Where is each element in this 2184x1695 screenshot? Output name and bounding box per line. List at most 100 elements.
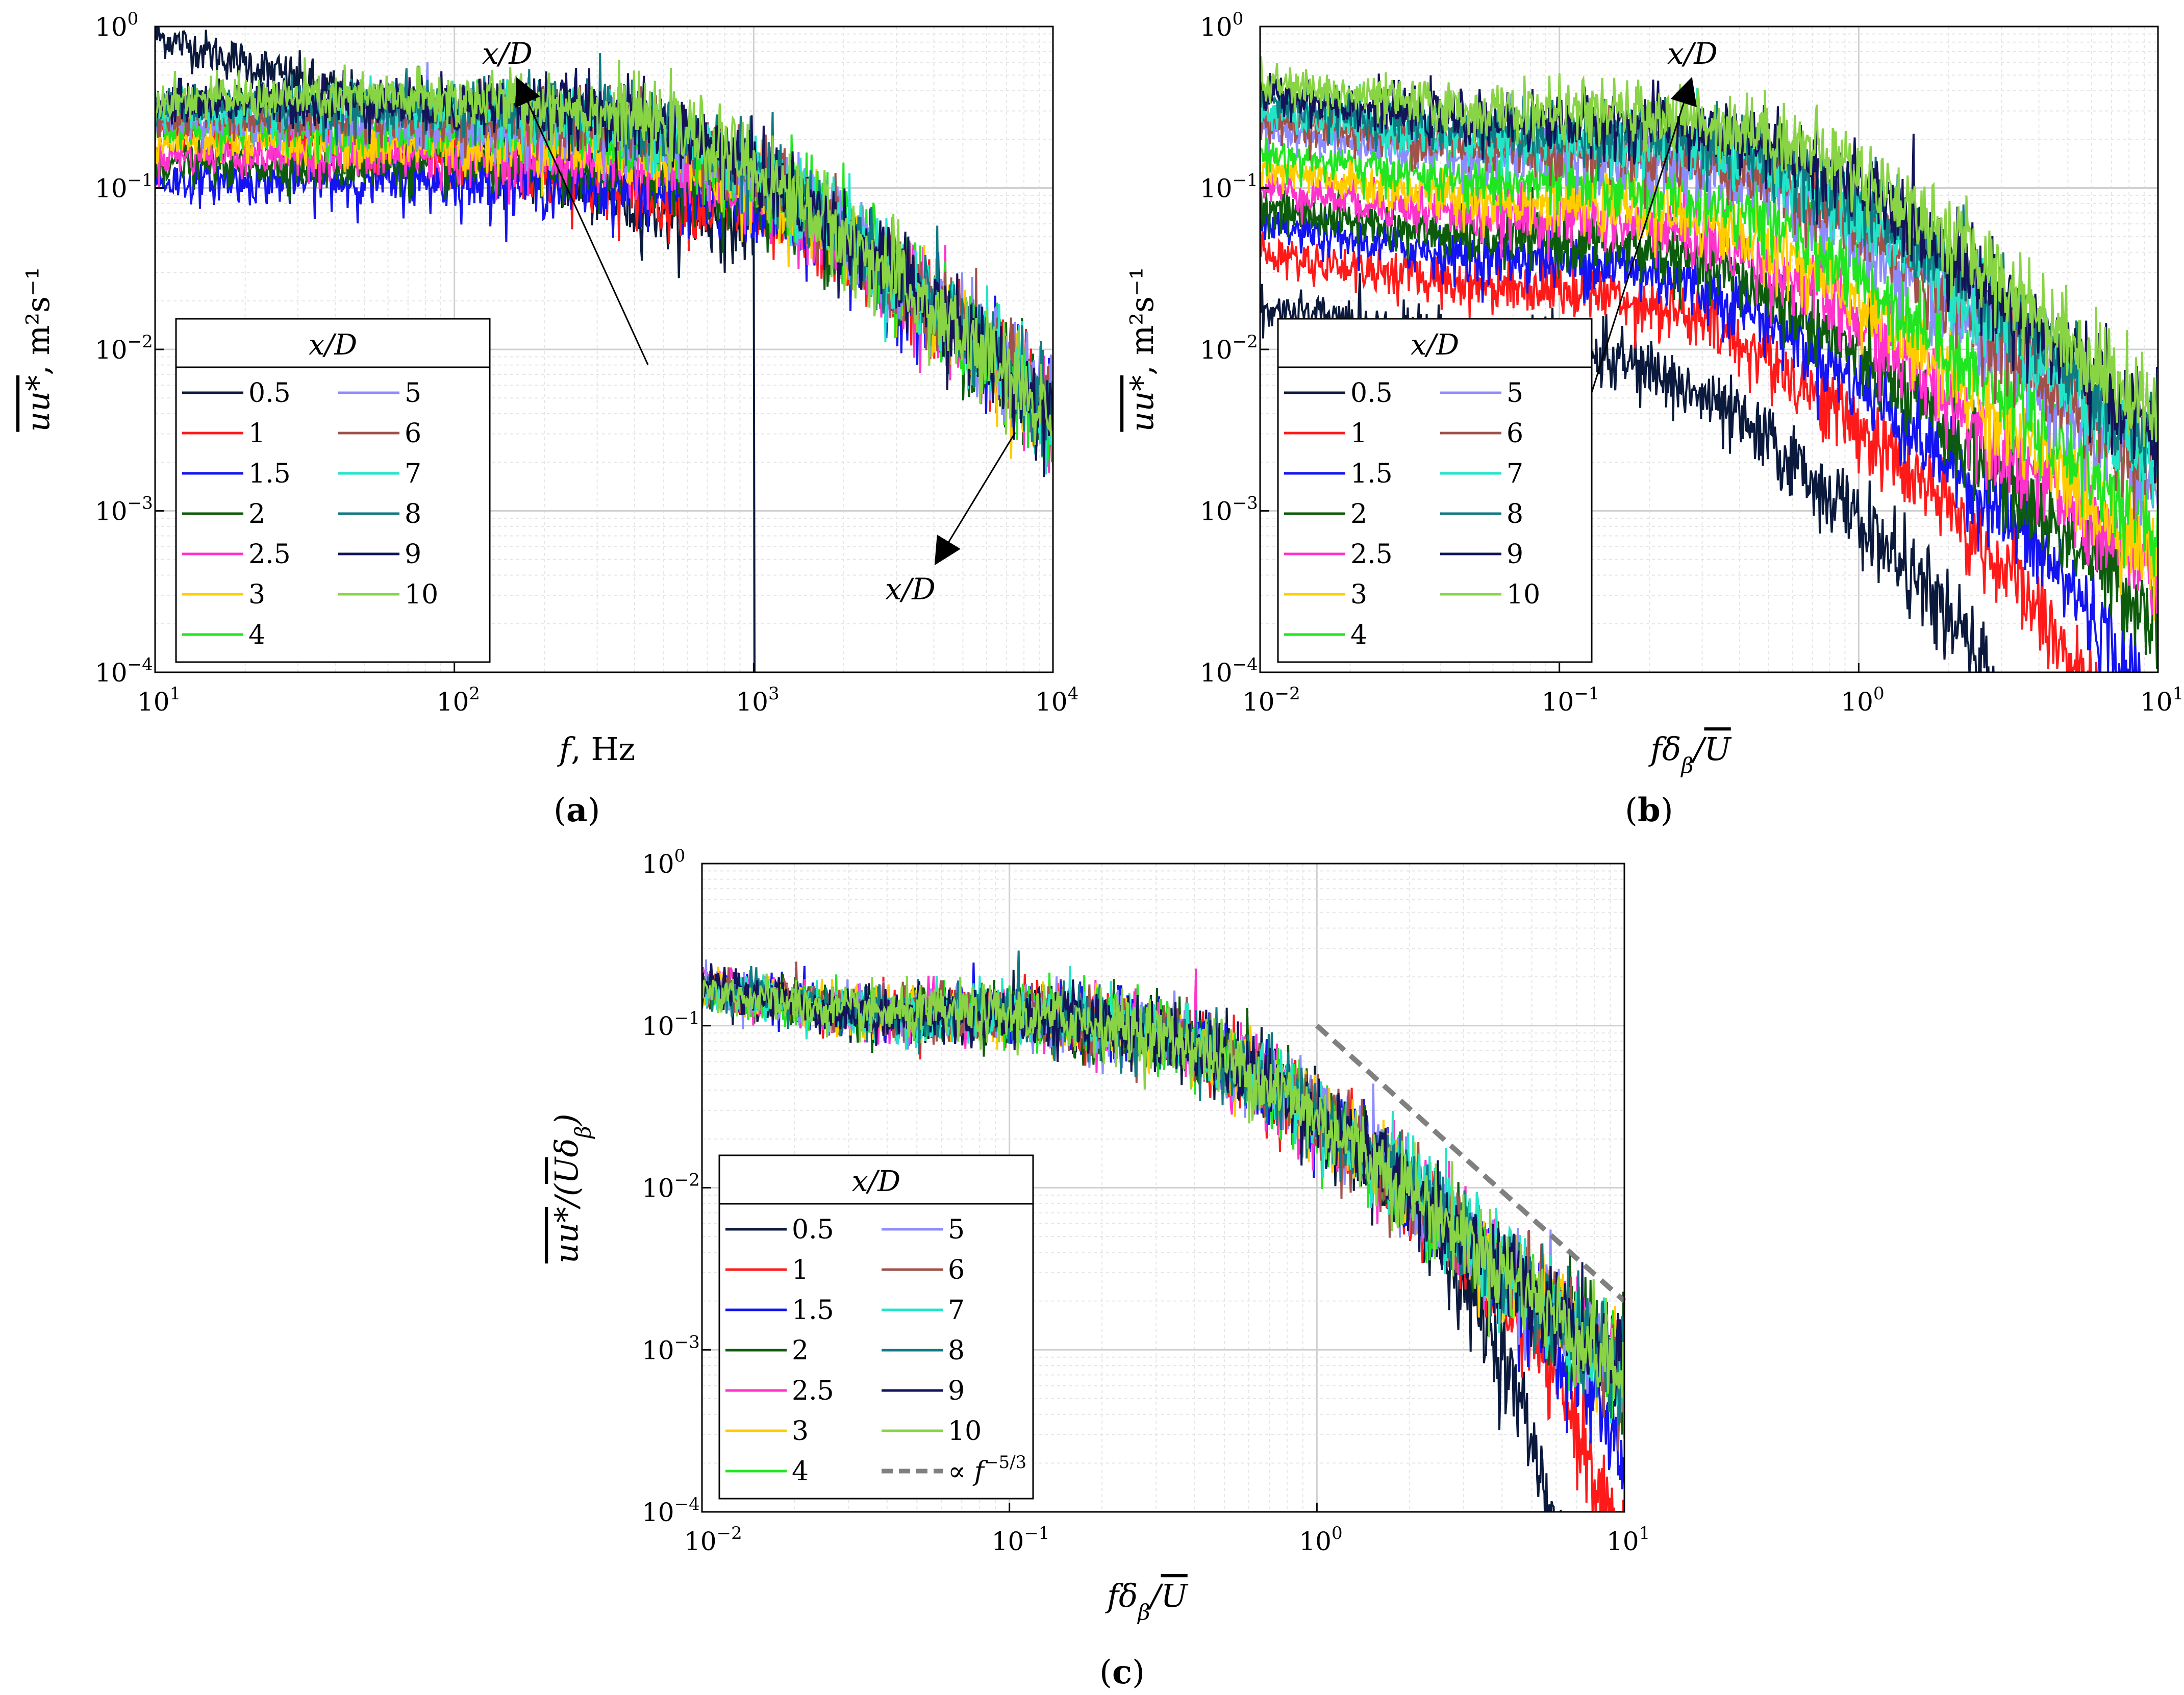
x-tick-label: 103 [736, 684, 779, 717]
y-tick-label: 10−3 [1200, 493, 1258, 526]
panel-c: 10−2 10−1 100 101 100 10−1 10−2 10−3 10−4 fδβ/U… [548, 846, 1650, 1691]
y-tick-label: 10−4 [95, 654, 153, 688]
legend-title: x/D [852, 1165, 900, 1198]
panel-b-arrow [1588, 77, 1697, 401]
legend-label-10: 10 [948, 1416, 982, 1447]
panel-c-legend: x/D 0.5 1 1.5 2 2.5 3 4 5 6 7 8 9 10 ∝ f−5/3 [718, 1154, 1034, 1500]
panel-a-yticks: 100 10−1 10−2 10−3 10−4 [95, 9, 164, 688]
legend-label-reference: ∝ f−5/3 [948, 1452, 1026, 1487]
panel-a-curves [155, 27, 1053, 672]
legend-label-4: 4 [1350, 620, 1367, 650]
y-tick-label: 10−4 [1200, 654, 1258, 688]
panel-b-ylabel: uu*, m²s⁻¹ [1123, 267, 1161, 432]
legend-label-5: 5 [948, 1215, 965, 1245]
legend-label-9: 9 [1507, 539, 1523, 570]
panel-b-curves [1260, 56, 2158, 672]
legend-label-0.5: 0.5 [248, 378, 291, 409]
panel-a-arrow-down [934, 432, 1016, 566]
svg-text:uu*/(Uδβ): uu*/(Uδβ) [548, 1114, 595, 1263]
y-tick-label: 10−1 [642, 1008, 700, 1041]
legend-label-3: 3 [1350, 579, 1367, 610]
panel-b-xlabel: fδβ/U [1648, 730, 1731, 778]
legend-label-2.5: 2.5 [248, 539, 291, 570]
y-tick-label: 100 [95, 9, 138, 42]
x-tick-label: 10−2 [1242, 684, 1300, 717]
legend-label-7: 7 [405, 459, 421, 489]
legend-label-2.5: 2.5 [792, 1376, 834, 1406]
legend-label-3: 3 [792, 1416, 809, 1447]
legend-label-10: 10 [405, 579, 438, 610]
legend-label-8: 8 [948, 1335, 965, 1366]
panel-c-xticks: 10−2 10−1 100 101 [684, 1503, 1650, 1556]
panel-b-legend: x/D 0.5 1 1.5 2 2.5 3 4 5 6 7 8 9 10 [1277, 318, 1593, 663]
y-tick-label: 10−3 [642, 1332, 700, 1365]
legend-title: x/D [309, 328, 357, 362]
x-tick-label: 101 [2140, 684, 2183, 717]
legend-label-3: 3 [248, 579, 265, 610]
legend-label-10: 10 [1507, 579, 1540, 610]
legend-label-1.5: 1.5 [1350, 459, 1393, 489]
legend-box [1277, 318, 1593, 663]
legend-label-6: 6 [1507, 418, 1523, 449]
panel-a-label: (a) [554, 791, 600, 829]
panel-b-yticks: 100 10−1 10−2 10−3 10−4 [1200, 9, 1269, 688]
legend-label-2: 2 [792, 1335, 809, 1366]
legend-box [175, 318, 491, 663]
legend-label-1.5: 1.5 [792, 1295, 834, 1326]
x-tick-label: 104 [1035, 684, 1078, 717]
legend-label-7: 7 [948, 1295, 965, 1326]
y-tick-label: 100 [642, 846, 685, 879]
legend-label-2: 2 [1350, 499, 1367, 529]
legend-label-5: 5 [405, 378, 421, 409]
series-line-10 [1260, 56, 2158, 447]
legend-label-7: 7 [1507, 459, 1523, 489]
y-tick-label: 10−3 [95, 493, 153, 526]
legend-label-4: 4 [248, 620, 265, 650]
series-line-10 [155, 57, 1053, 466]
legend-label-6: 6 [405, 418, 421, 449]
legend-title: x/D [1411, 328, 1459, 362]
x-tick-label: 100 [1299, 1523, 1342, 1556]
y-tick-label: 10−1 [1200, 170, 1258, 204]
legend-label-9: 9 [948, 1376, 965, 1406]
panel-a-ylabel: uu*, m²s⁻¹ [19, 267, 57, 432]
panel-a-xticks: 101 102 103 104 [137, 663, 1078, 717]
panel-b-label: (b) [1625, 791, 1673, 829]
y-tick-label: 100 [1200, 9, 1243, 42]
panel-a-arrow-down-label: x/D [885, 572, 936, 606]
legend-label-8: 8 [405, 499, 421, 529]
x-tick-label: 102 [437, 684, 480, 717]
panel-b-arrow-label: x/D [1667, 36, 1718, 71]
legend-label-0.5: 0.5 [1350, 378, 1393, 409]
legend-label-2.5: 2.5 [1350, 539, 1393, 570]
legend-box [718, 1154, 1034, 1500]
x-tick-label: 10−2 [684, 1523, 742, 1556]
y-tick-label: 10−2 [1200, 332, 1258, 365]
panel-c-yticks: 100 10−1 10−2 10−3 10−4 [642, 846, 711, 1527]
y-tick-label: 10−2 [95, 332, 153, 365]
legend-label-4: 4 [792, 1456, 809, 1487]
series-line-10 [702, 973, 1624, 1399]
legend-label-6: 6 [948, 1255, 965, 1285]
panel-a-arrow-up-label: x/D [482, 36, 533, 71]
panel-c-ylabel: uu*/(Uδβ) [548, 1114, 595, 1263]
x-tick-label: 100 [1841, 684, 1884, 717]
panel-c-label: (c) [1099, 1653, 1145, 1691]
panel-c-xlabel: fδβ/U [1105, 1577, 1188, 1625]
y-tick-label: 10−4 [642, 1494, 700, 1527]
legend-label-0.5: 0.5 [792, 1215, 834, 1245]
legend-label-1: 1 [792, 1255, 809, 1285]
x-tick-label: 10−1 [1542, 684, 1600, 717]
legend-label-1: 1 [248, 418, 265, 449]
legend-label-8: 8 [1507, 499, 1523, 529]
panel-c-reference-line [1315, 1024, 1626, 1303]
svg-text:uu*, m²s⁻¹: uu*, m²s⁻¹ [19, 267, 57, 432]
x-tick-label: 101 [1606, 1523, 1650, 1556]
x-tick-label: 101 [137, 684, 181, 717]
x-tick-label: 10−1 [992, 1523, 1050, 1556]
legend-label-1: 1 [1350, 418, 1367, 449]
panel-a-xlabel: f, Hz [557, 730, 635, 768]
panel-c-curves [702, 950, 1624, 1512]
